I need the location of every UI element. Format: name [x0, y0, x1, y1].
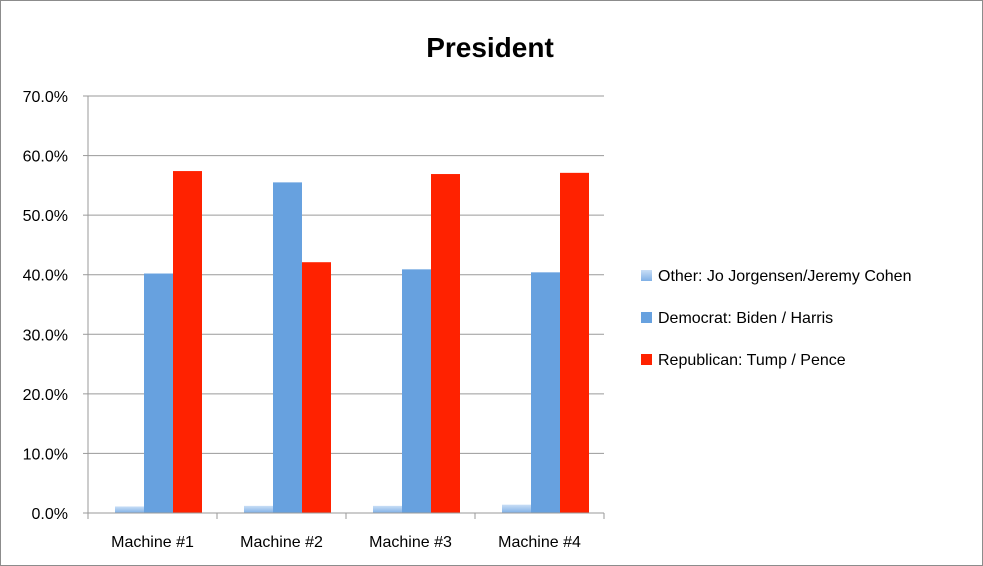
legend-entry: Republican: Tump / Pence — [658, 352, 846, 369]
bar — [273, 182, 302, 513]
y-tick-label: 40.0% — [23, 268, 68, 285]
y-tick-label: 10.0% — [23, 446, 68, 463]
y-axis-ticks: 0.0% 10.0% 20.0% 30.0% 40.0% 50.0% 60.0% 70.0% — [23, 89, 88, 523]
x-axis-ticks: Machine #1 Machine #2 Machine #3 Machine #4 — [87, 513, 605, 551]
legend-entry: Other: Jo Jorgensen/Jeremy Cohen — [658, 268, 911, 285]
bar — [560, 172, 589, 513]
y-tick-label: 0.0% — [32, 506, 68, 523]
bar — [244, 505, 273, 513]
x-tick-label: Machine #2 — [240, 534, 323, 551]
legend-swatch — [641, 312, 652, 323]
bar — [502, 504, 531, 513]
y-tick-label: 20.0% — [23, 387, 68, 404]
x-tick-label: Machine #1 — [111, 534, 194, 551]
bar — [373, 505, 402, 513]
y-tick-label: 50.0% — [23, 208, 68, 225]
y-tick-label: 30.0% — [23, 327, 68, 344]
legend-swatch — [641, 270, 652, 281]
bars — [115, 171, 589, 513]
bar — [302, 262, 331, 513]
chart-title: President — [426, 32, 554, 63]
bar — [431, 174, 460, 513]
y-tick-label: 70.0% — [23, 89, 68, 106]
legend-swatch — [641, 354, 652, 365]
bar — [144, 273, 173, 513]
bar — [402, 269, 431, 513]
bar — [173, 171, 202, 513]
legend-entry: Democrat: Biden / Harris — [658, 310, 833, 327]
bar — [531, 272, 560, 513]
legend: Other: Jo Jorgensen/Jeremy Cohen Democrat… — [641, 268, 911, 369]
y-tick-label: 60.0% — [23, 149, 68, 166]
x-tick-label: Machine #3 — [369, 534, 452, 551]
x-tick-label: Machine #4 — [498, 534, 581, 551]
bar — [115, 506, 144, 513]
